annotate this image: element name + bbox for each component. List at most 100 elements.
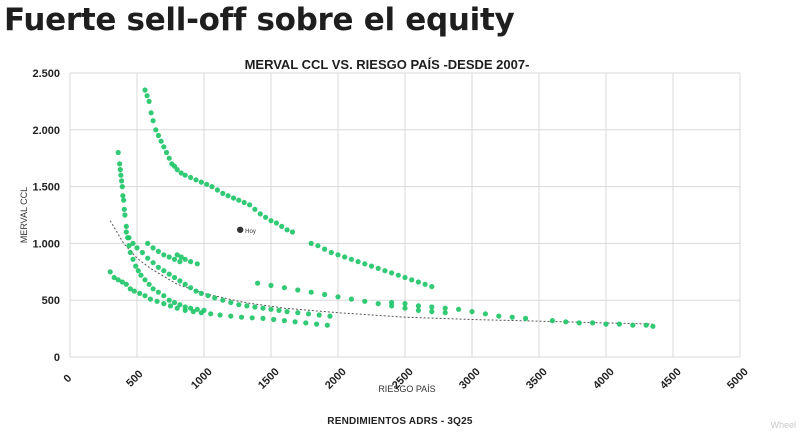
grid: [69, 72, 741, 358]
data-point: [127, 286, 133, 292]
data-point: [316, 312, 322, 318]
data-point: [123, 223, 129, 229]
y-axis-label: MERVAL CCL: [19, 187, 29, 243]
data-point: [146, 281, 152, 287]
data-point: [150, 245, 156, 251]
data-point: [174, 252, 180, 258]
annotation-layer: Hoy: [236, 226, 256, 235]
x-axis-label: RIESGO PAÍS: [378, 384, 435, 394]
data-point: [166, 155, 172, 161]
data-point: [284, 309, 290, 315]
data-point: [155, 248, 161, 254]
x-tick-label: 0: [61, 372, 74, 385]
data-point: [130, 256, 136, 262]
data-point: [174, 305, 180, 311]
data-point: [402, 305, 408, 311]
trendline: [109, 220, 653, 325]
data-point: [123, 281, 129, 287]
data-point: [308, 289, 314, 295]
data-point: [188, 174, 194, 181]
data-point: [563, 319, 569, 325]
data-point: [174, 167, 180, 173]
data-point: [142, 277, 148, 283]
data-point: [142, 293, 148, 299]
data-point: [171, 256, 178, 262]
data-point: [523, 315, 529, 321]
data-point: [178, 254, 184, 260]
y-tick-label: 1.500: [32, 182, 60, 194]
data-point: [167, 303, 174, 309]
data-point: [171, 299, 178, 306]
data-point: [121, 206, 127, 212]
data-point: [155, 289, 161, 295]
data-point: [362, 298, 368, 304]
data-point: [327, 313, 333, 319]
data-point: [111, 274, 117, 281]
data-point: [268, 306, 274, 312]
data-point: [122, 212, 128, 218]
data-point: [305, 311, 312, 317]
data-point: [148, 110, 154, 116]
data-point: [230, 195, 237, 201]
data-point: [147, 296, 153, 302]
data-point: [146, 98, 152, 104]
data-point: [281, 285, 287, 291]
data-point: [220, 297, 226, 303]
data-point: [342, 254, 348, 260]
x-tick-label: 3000: [457, 366, 483, 392]
data-point: [236, 197, 242, 203]
tick-labels: 0 500 1.000 1.500 2.000 2.500 0 500 1000 1500 2000…: [32, 68, 750, 392]
data-point: [117, 161, 123, 167]
data-point: [182, 172, 188, 178]
data-point: [153, 127, 159, 133]
x-tick-label: 4000: [591, 366, 617, 392]
data-point: [166, 254, 172, 260]
data-point: [249, 315, 255, 321]
data-point: [260, 305, 266, 311]
data-point: [590, 320, 596, 326]
data-point: [442, 305, 448, 311]
y-tick-label: 0: [54, 352, 60, 364]
data-point: [368, 263, 375, 269]
y-tick-label: 500: [42, 295, 60, 307]
data-point: [115, 149, 121, 156]
trendline-layer: [109, 220, 653, 325]
data-point: [138, 272, 144, 278]
data-point: [194, 306, 200, 312]
data-point: [315, 243, 321, 249]
data-point: [395, 272, 401, 278]
data-point: [126, 235, 132, 241]
data-point: [178, 170, 184, 176]
data-point: [409, 277, 415, 283]
data-point: [252, 304, 258, 310]
data-point: [335, 252, 341, 258]
data-point: [375, 265, 381, 271]
data-point: [166, 271, 172, 277]
data-point: [119, 178, 125, 184]
data-point: [482, 311, 488, 317]
data-point: [295, 287, 301, 293]
x-tick-label: 5000: [725, 366, 751, 392]
data-point: [150, 260, 156, 266]
data-point: [402, 274, 408, 281]
data-point: [193, 288, 199, 294]
data-point: [131, 288, 137, 294]
data-point: [415, 279, 421, 285]
data-point: [161, 268, 167, 274]
data-point: [263, 214, 269, 220]
data-point: [348, 256, 354, 262]
data-point: [289, 229, 295, 235]
data-point: [303, 320, 309, 326]
data-point: [496, 313, 502, 319]
data-point: [469, 309, 475, 315]
data-point: [284, 227, 290, 233]
data-point: [204, 181, 210, 187]
data-point: [268, 282, 274, 288]
data-point: [198, 179, 204, 185]
data-point: [257, 211, 263, 217]
data-point: [115, 277, 121, 283]
points-layer: [107, 87, 656, 329]
data-point: [214, 187, 220, 193]
data-point: [209, 184, 215, 190]
